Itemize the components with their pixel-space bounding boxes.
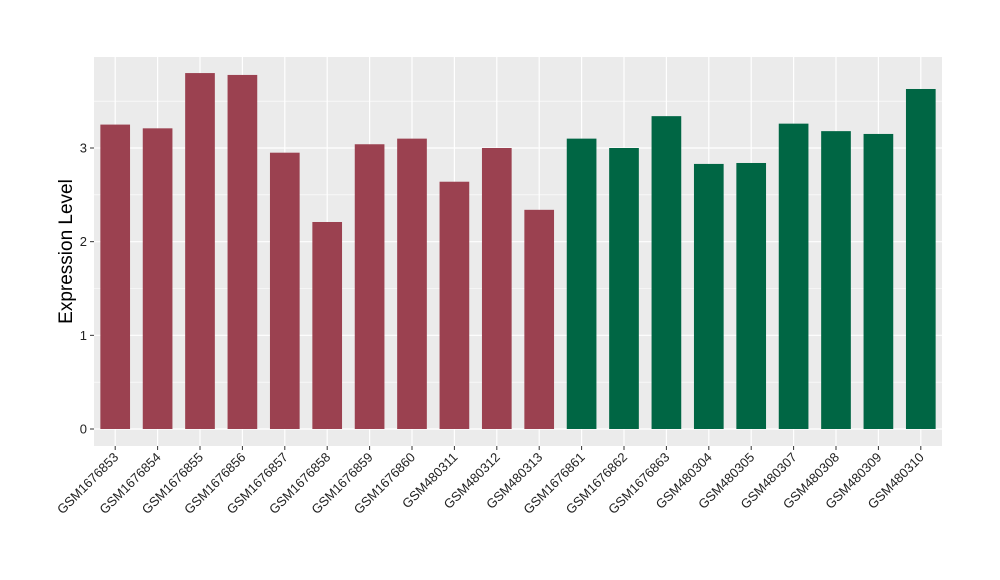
bar-GSM480313 bbox=[524, 209, 555, 429]
bar-GSM480307 bbox=[778, 123, 809, 429]
y-axis: 0 1 2 3 bbox=[80, 141, 94, 437]
bar-GSM480309 bbox=[863, 133, 894, 429]
plot-background bbox=[94, 57, 942, 446]
y-tick-label: 1 bbox=[80, 328, 87, 343]
bar-GSM480312 bbox=[481, 148, 512, 429]
y-tick-label: 0 bbox=[80, 422, 87, 437]
bar-GSM480305 bbox=[736, 162, 767, 429]
bar-GSM1676860 bbox=[397, 138, 427, 429]
bar-GSM480308 bbox=[821, 131, 851, 429]
bars bbox=[100, 73, 936, 430]
bar-GSM1676858 bbox=[312, 221, 343, 429]
y-tick-label: 2 bbox=[80, 234, 87, 249]
bar-GSM1676862 bbox=[609, 148, 639, 429]
x-axis: GSM1676853GSM1676854GSM1676855GSM1676856… bbox=[54, 446, 927, 517]
bar-GSM480310 bbox=[905, 88, 936, 430]
y-axis-title: Expression Level bbox=[56, 179, 77, 324]
bar-GSM480304 bbox=[693, 163, 724, 429]
bar-GSM1676853 bbox=[100, 124, 131, 429]
bar-GSM1676861 bbox=[566, 138, 597, 429]
bar-GSM480311 bbox=[439, 181, 470, 429]
y-tick-label: 3 bbox=[80, 141, 87, 156]
bar-GSM1676863 bbox=[651, 116, 682, 430]
bar-GSM1676859 bbox=[354, 144, 385, 429]
bar-GSM1676855 bbox=[185, 73, 215, 430]
bar-GSM1676856 bbox=[227, 74, 258, 429]
bar-GSM1676857 bbox=[269, 152, 300, 429]
bar-GSM1676854 bbox=[142, 128, 173, 429]
